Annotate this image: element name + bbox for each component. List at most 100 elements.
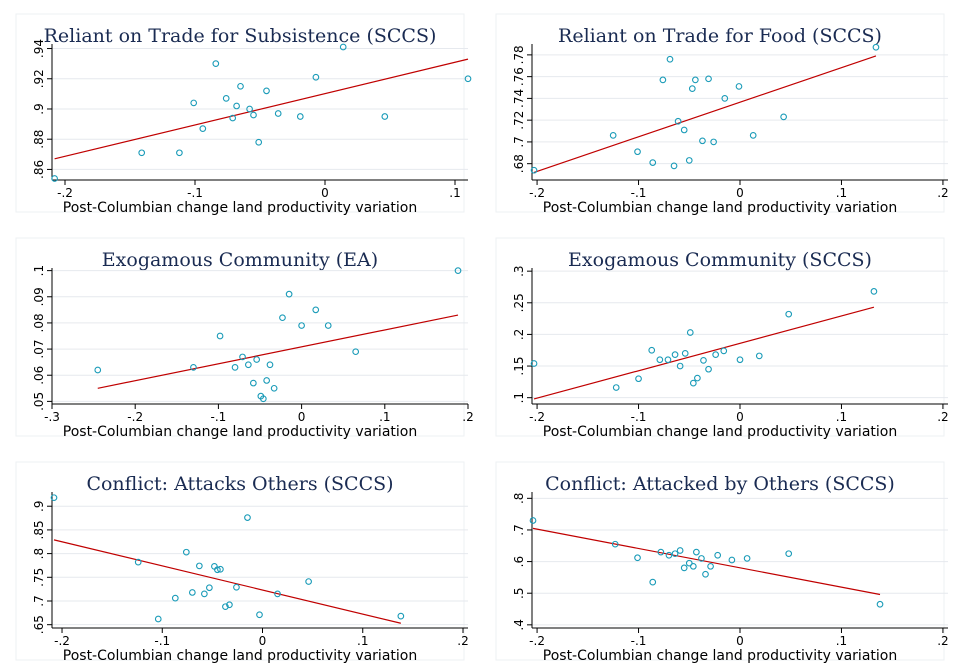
data-point — [648, 346, 656, 354]
x-axis-label: Post-Columbian change land productivity … — [543, 648, 897, 664]
data-point — [680, 564, 688, 572]
data-point — [666, 55, 674, 63]
data-point — [188, 589, 196, 596]
data-point — [285, 290, 293, 298]
y-tick-label: .2 — [512, 329, 526, 340]
data-point — [253, 356, 261, 363]
data-point — [634, 554, 641, 562]
data-point — [397, 612, 405, 620]
data-point — [231, 364, 239, 371]
data-point — [785, 550, 793, 558]
x-tick-label: .1 — [836, 410, 847, 424]
chart-svg: Reliant on Trade for Food (SCCS) .68 .7 .72… — [495, 13, 949, 216]
panel-frame — [15, 461, 465, 661]
data-point — [685, 157, 693, 164]
data-point — [222, 95, 230, 102]
data-point — [876, 600, 884, 608]
data-point — [255, 138, 263, 146]
data-point — [699, 137, 706, 145]
y-tick-label: .7 — [512, 524, 526, 535]
data-point — [872, 43, 880, 51]
data-point — [190, 99, 198, 107]
chart-svg: Conflict: Attacks Others (SCCS) .65 .7 .75.… — [15, 461, 469, 664]
data-point — [256, 611, 263, 619]
data-point — [229, 114, 237, 122]
y-tick-label: .72 — [512, 111, 526, 130]
data-point — [246, 105, 253, 113]
y-tick-label: .86 — [32, 160, 46, 179]
data-point — [785, 310, 793, 318]
data-point — [686, 329, 694, 336]
y-tick-label: .8 — [32, 548, 46, 559]
data-point — [312, 306, 320, 314]
data-point — [710, 138, 717, 146]
data-point — [94, 366, 102, 374]
data-point — [217, 565, 224, 573]
data-point — [233, 102, 240, 110]
data-point — [870, 288, 878, 295]
data-point — [692, 76, 699, 84]
x-axis-label: Post-Columbian change land productivity … — [63, 424, 417, 440]
data-point — [749, 132, 757, 139]
data-point — [676, 362, 684, 370]
y-tick-label: .7 — [32, 595, 46, 606]
data-point — [206, 584, 213, 592]
data-point — [649, 159, 657, 166]
data-point — [721, 95, 729, 102]
data-point — [464, 75, 472, 83]
x-tick-label: .1 — [379, 410, 390, 424]
data-point — [670, 162, 678, 170]
panel-frame — [15, 13, 465, 213]
data-point — [212, 60, 220, 67]
panel-frame — [495, 13, 945, 213]
data-point — [201, 590, 208, 598]
data-point — [689, 379, 697, 387]
data-point — [671, 351, 679, 359]
data-point — [182, 548, 190, 556]
data-point — [134, 558, 142, 566]
fitted-line — [54, 58, 469, 160]
x-tick-label: .2 — [462, 410, 473, 424]
fitted-line — [532, 527, 881, 596]
x-axis-label: Post-Columbian change land productivity … — [543, 200, 897, 216]
data-point — [176, 149, 183, 157]
x-tick-label: -.2 — [54, 634, 70, 648]
data-point — [270, 384, 278, 392]
chart-svg: Reliant on Trade for Subsistence (SCCS).… — [15, 13, 472, 216]
data-point — [656, 356, 664, 364]
data-point — [649, 578, 657, 586]
data-point — [685, 559, 693, 567]
chart-svg: Exogamous Community (EA) .05 .06 .07 .08 .09.… — [15, 237, 474, 440]
data-point — [694, 374, 701, 382]
y-tick-label: .06 — [32, 366, 46, 385]
y-tick-label: .75 — [32, 568, 46, 587]
x-tick-label: -.1 — [631, 634, 647, 648]
chart-title: Exogamous Community (EA) — [102, 249, 378, 271]
data-point — [233, 583, 240, 591]
y-tick-label: .68 — [512, 154, 526, 173]
x-tick-label: -.1 — [211, 410, 227, 424]
data-point — [50, 494, 58, 502]
data-point — [274, 110, 282, 117]
x-tick-label: .2 — [937, 186, 948, 200]
y-tick-label: .4 — [512, 619, 526, 630]
data-point — [688, 85, 696, 92]
data-point — [266, 361, 274, 369]
data-point — [612, 384, 620, 391]
fitted-line — [53, 539, 401, 624]
data-point — [736, 356, 744, 364]
data-point — [226, 601, 233, 609]
data-point — [635, 375, 642, 383]
data-point — [199, 125, 207, 132]
y-tick-label: .15 — [512, 356, 526, 375]
x-tick-label: .2 — [457, 634, 468, 648]
x-tick-label: -.2 — [57, 186, 73, 200]
data-point — [239, 353, 246, 361]
data-point — [676, 547, 684, 554]
x-tick-label: .2 — [937, 634, 948, 648]
data-point — [339, 43, 347, 51]
data-point — [296, 113, 304, 120]
y-tick-label: .08 — [32, 313, 46, 332]
data-point — [250, 111, 257, 119]
y-tick-label: .05 — [32, 392, 46, 411]
